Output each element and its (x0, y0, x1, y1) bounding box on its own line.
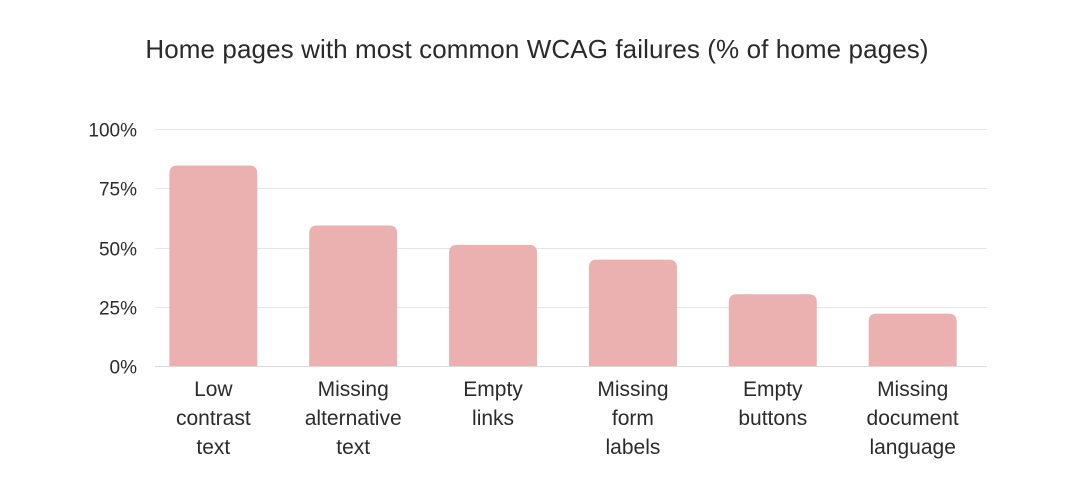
x-category-label: labels (605, 436, 660, 459)
bar (309, 225, 398, 366)
x-category-label: Low (194, 378, 233, 401)
x-category-label: text (196, 436, 230, 459)
y-tick-label: 75% (99, 180, 137, 201)
y-tick-label: 25% (99, 299, 137, 320)
y-axis-ticks: 0% 25% 50% 75% 100% (88, 121, 137, 379)
chart-title: Home pages with most common WCAG failure… (145, 34, 929, 64)
x-category-label: text (336, 436, 370, 459)
bar (868, 313, 957, 366)
bar (588, 259, 677, 366)
x-category-label: Empty (463, 378, 523, 401)
grid-layer (155, 129, 987, 367)
x-category-label: Missing (318, 378, 389, 401)
x-category-label: language (869, 436, 955, 459)
x-category-label: Empty (743, 378, 803, 401)
x-category-label: form (612, 407, 654, 430)
y-tick-label: 50% (99, 240, 137, 261)
bar (449, 244, 538, 366)
x-category-label: alternative (305, 407, 402, 430)
x-category-label: buttons (738, 407, 807, 430)
y-tick-label: 100% (88, 121, 137, 142)
x-category-label: document (867, 407, 959, 430)
x-category-label: links (472, 407, 514, 430)
x-category-label: contrast (176, 407, 251, 430)
bar-layer (169, 165, 957, 366)
bar (169, 165, 258, 366)
bar (728, 294, 817, 366)
x-axis-categories: Low contrast text Missing alternative text Emp… (176, 378, 959, 459)
x-category-label: Missing (597, 378, 668, 401)
y-tick-label: 0% (110, 358, 138, 379)
x-category-label: Missing (877, 378, 948, 401)
